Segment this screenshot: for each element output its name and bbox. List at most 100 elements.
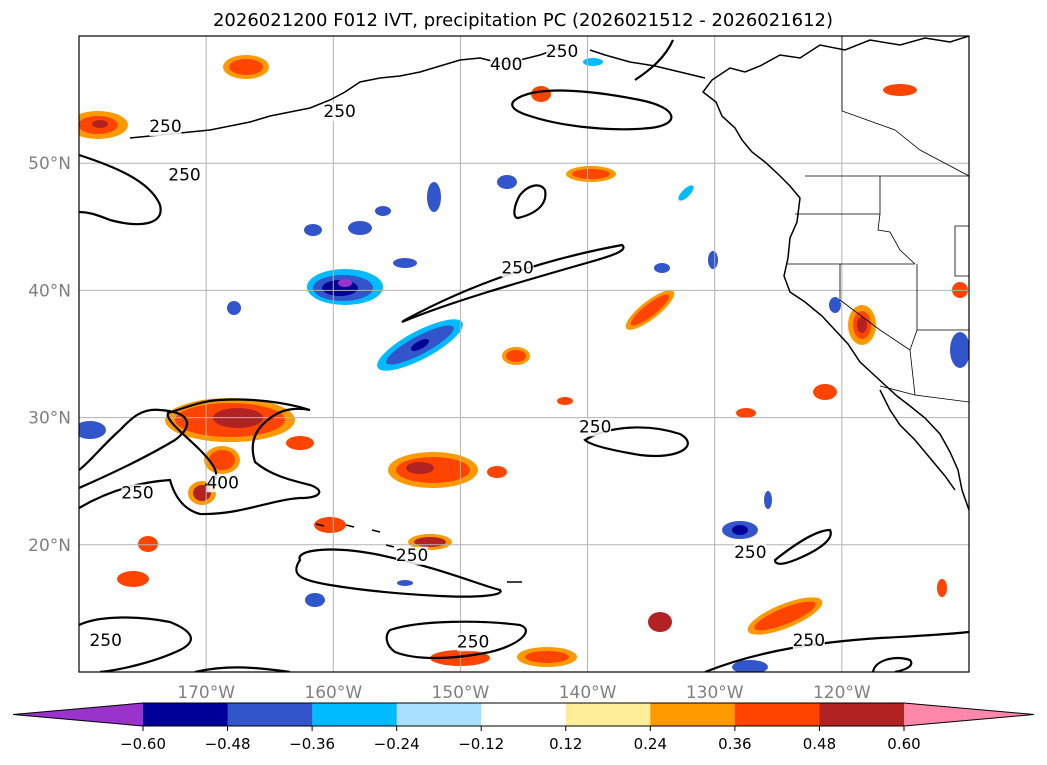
precip-blob — [397, 580, 413, 586]
colorbar-tick-label: 0.12 — [549, 735, 582, 753]
lat-tick-label: 20°N — [28, 536, 71, 556]
ivt-contour-label: 250 — [546, 42, 578, 62]
baja-coastline — [879, 389, 956, 491]
colorbar-segment — [396, 703, 482, 726]
contour-labels: 250 400 250 250 250 250 250 400 250 250 250 250 250 2… — [89, 42, 825, 652]
precip-blob — [227, 301, 241, 315]
precip-blob — [338, 279, 352, 287]
contour-label-bg — [168, 166, 201, 185]
aleutian-coastline — [129, 47, 706, 139]
precip-blob — [583, 58, 603, 66]
mx-border — [879, 385, 916, 396]
precip-blob — [305, 593, 325, 607]
ivt-contour — [401, 243, 625, 324]
lon-tick-label: 170°W — [177, 683, 235, 703]
ivt-contour — [295, 548, 502, 598]
ivt-contour-label: 250 — [501, 258, 533, 278]
chart-title: 2026021200 F012 IVT, precipitation PC (2… — [213, 10, 833, 31]
precip-blob — [138, 536, 158, 552]
gridlines — [79, 36, 969, 672]
ivt-contour-label: 250 — [734, 543, 766, 563]
precip-blob — [229, 59, 263, 75]
az-border — [909, 329, 969, 403]
colorbar-extend-high — [904, 703, 1034, 726]
precip-blob — [314, 517, 346, 533]
precip-blob — [708, 251, 718, 269]
contour-label-bg — [323, 102, 356, 121]
lat-tick-labels: 50°N 40°N 30°N 20°N — [28, 154, 71, 556]
ivt-contour — [194, 666, 291, 672]
precip-blob — [304, 224, 322, 236]
precip-blob — [764, 491, 772, 509]
colorbar-tick-label: −0.24 — [374, 735, 420, 753]
precip-blob — [829, 297, 841, 313]
ivt-contour — [79, 616, 192, 672]
precip-blob — [427, 182, 441, 212]
colorbar-segment — [227, 703, 313, 726]
ivt-contour — [583, 426, 689, 458]
colorbar-segment — [143, 703, 229, 726]
precip-blob — [654, 263, 670, 273]
precip-blob — [348, 221, 372, 235]
lon-tick-label: 130°W — [686, 683, 744, 703]
ivt-contour-label: 250 — [457, 632, 489, 652]
colorbar-segment — [650, 703, 736, 726]
ivt-contour — [79, 408, 188, 490]
ivt-contour-label: 250 — [579, 417, 611, 437]
lon-tick-label: 160°W — [304, 683, 362, 703]
precip-blob — [937, 579, 947, 597]
precip-blob — [487, 466, 507, 478]
colorbar-tick-label: −0.60 — [120, 735, 166, 753]
ivt-contour — [79, 153, 162, 226]
contour-label-bg — [149, 118, 182, 137]
ivt-contour — [773, 528, 832, 565]
colorbar-tick-label: 0.36 — [718, 735, 751, 753]
precip-blob — [525, 651, 569, 663]
ivt-contour — [634, 39, 675, 81]
lon-tick-labels: 170°W 160°W 150°W 140°W 130°W 120°W — [177, 683, 871, 703]
map-layers: 250 400 250 250 250 250 250 400 250 250 250 250 250 2… — [79, 36, 969, 672]
lat-tick-label: 50°N — [28, 154, 71, 174]
colorbar-segment — [734, 703, 820, 726]
state-borders — [786, 36, 969, 403]
north-america-coastline — [701, 36, 969, 511]
precip-blob — [754, 601, 816, 631]
precip-blob — [117, 571, 149, 587]
precip-blob — [950, 332, 969, 368]
ivt-contour — [511, 89, 673, 131]
precip-blob — [678, 185, 694, 201]
contour-label-bg — [490, 55, 523, 74]
ivt-contour-label: 250 — [121, 483, 153, 503]
colorbar-tick-label: −0.12 — [458, 735, 504, 753]
lon-tick-label: 120°W — [813, 683, 871, 703]
ivt-contour — [704, 630, 969, 672]
lon-tick-label: 150°W — [432, 683, 490, 703]
ivt-contour-label: 250 — [396, 546, 428, 566]
colorbar-tick-label: 0.60 — [887, 735, 920, 753]
contour-label-bg — [121, 484, 154, 503]
ivt-contour-label: 250 — [89, 631, 121, 651]
precip-blob — [572, 169, 610, 179]
colorbar-extend-low — [13, 703, 143, 726]
precip-blob — [732, 525, 748, 535]
precip-blob — [531, 86, 551, 102]
ivt-contour-label: 250 — [323, 102, 355, 122]
ivt-contour-label: 250 — [149, 117, 181, 137]
precip-blob — [393, 258, 417, 268]
nv-border — [839, 264, 911, 351]
contour-label-bg — [579, 418, 612, 437]
contour-label-bg — [792, 632, 825, 651]
colorbar-tick-label: −0.36 — [289, 735, 335, 753]
precip-blob — [630, 294, 670, 326]
contour-label-bg — [734, 544, 767, 563]
colorbar-segment — [481, 703, 567, 726]
ivt-contours — [79, 39, 969, 672]
contour-label-bg — [546, 43, 579, 62]
precip-blob — [857, 317, 867, 333]
precip-blob — [506, 350, 526, 362]
colorbar-segment — [565, 703, 651, 726]
colorbar-segment — [312, 703, 398, 726]
coastlines — [129, 36, 969, 583]
canada-province-border — [841, 36, 969, 177]
